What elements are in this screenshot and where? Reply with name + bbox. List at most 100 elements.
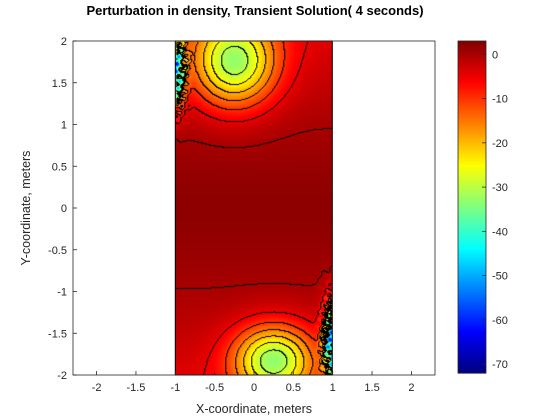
colorbar-swatch — [458, 139, 486, 142]
colorbar-swatch — [458, 265, 486, 268]
colorbar-swatch — [458, 285, 486, 288]
colorbar-swatch — [458, 237, 486, 240]
colorbar-swatch — [458, 107, 486, 110]
colorbar-swatch — [458, 189, 486, 192]
y-axis-label: Y-coordinate, meters — [19, 151, 33, 266]
y-tick-label: 1 — [61, 120, 67, 132]
colorbar-swatch — [458, 337, 486, 340]
colorbar-swatch — [458, 91, 486, 94]
colorbar-swatch — [458, 241, 486, 244]
colorbar-swatch — [458, 271, 486, 274]
colorbar-swatch — [458, 259, 486, 262]
colorbar-swatch — [458, 307, 486, 310]
colorbar-swatch — [458, 83, 486, 86]
colorbar-tick-label: -10 — [492, 94, 508, 106]
colorbar-swatch — [458, 97, 486, 100]
colorbar-gradient — [458, 41, 486, 374]
colorbar-swatch — [458, 359, 486, 362]
colorbar-swatch — [458, 335, 486, 338]
colorbar-swatch — [458, 103, 486, 106]
colorbar-swatch — [458, 191, 486, 194]
chart-title: Perturbation in density, Transient Solut… — [86, 3, 423, 18]
colorbar-swatch — [458, 235, 486, 238]
colorbar-swatch — [458, 315, 486, 318]
colorbar-swatch — [458, 53, 486, 56]
colorbar-swatch — [458, 333, 486, 336]
x-tick-label: -2 — [92, 382, 102, 394]
colorbar-swatch — [458, 253, 486, 256]
colorbar-swatch — [458, 121, 486, 124]
colorbar-swatch — [458, 117, 486, 120]
colorbar-swatch — [458, 371, 486, 374]
colorbar-swatch — [458, 303, 486, 306]
colorbar-swatch — [458, 215, 486, 218]
colorbar-swatch — [458, 77, 486, 80]
x-tick-label: 1.5 — [364, 382, 379, 394]
colorbar-swatch — [458, 115, 486, 118]
colorbar-swatch — [458, 327, 486, 330]
colorbar-swatch — [458, 173, 486, 176]
y-tick-label: -0.5 — [48, 245, 67, 257]
colorbar-swatch — [458, 157, 486, 160]
colorbar-tick-label: -30 — [492, 182, 508, 194]
colorbar-swatch — [458, 273, 486, 276]
colorbar-swatch — [458, 129, 486, 132]
colorbar-swatch — [458, 145, 486, 148]
colorbar-swatch — [458, 85, 486, 88]
colorbar-swatch — [458, 255, 486, 258]
colorbar-swatch — [458, 165, 486, 168]
colorbar-swatch — [458, 75, 486, 78]
colorbar-swatch — [458, 199, 486, 202]
colorbar-swatch — [458, 125, 486, 128]
colorbar-swatch — [458, 319, 486, 322]
colorbar-swatch — [458, 147, 486, 150]
colorbar-swatch — [458, 109, 486, 112]
x-tick-label: 0 — [251, 382, 257, 394]
colorbar-swatch — [458, 155, 486, 158]
colorbar-swatch — [458, 209, 486, 212]
colorbar-swatch — [458, 67, 486, 70]
colorbar-swatch — [458, 57, 486, 60]
x-axis-label: X-coordinate, meters — [196, 402, 312, 416]
colorbar-swatch — [458, 345, 486, 348]
colorbar-swatch — [458, 275, 486, 278]
colorbar-swatch — [458, 123, 486, 126]
colorbar-swatch — [458, 239, 486, 242]
colorbar-swatch — [458, 169, 486, 172]
colorbar-swatch — [458, 325, 486, 328]
colorbar-swatch — [458, 301, 486, 304]
colorbar-swatch — [458, 299, 486, 302]
colorbar-swatch — [458, 63, 486, 66]
colorbar-swatch — [458, 119, 486, 122]
y-tick-label: -2 — [57, 370, 67, 382]
y-tick-label: 1.5 — [52, 78, 67, 90]
colorbar-swatch — [458, 213, 486, 216]
colorbar-swatch — [458, 133, 486, 136]
colorbar-swatch — [458, 135, 486, 138]
colorbar-swatch — [458, 143, 486, 146]
x-axis-ticks: -2 -1.5 -1 -0.5 0 0.5 1 1.5 2 — [92, 371, 414, 394]
colorbar-swatch — [458, 163, 486, 166]
colorbar-swatch — [458, 79, 486, 82]
colorbar-swatch — [458, 89, 486, 92]
colorbar-swatch — [458, 73, 486, 76]
colorbar-swatch — [458, 297, 486, 300]
colorbar-swatch — [458, 317, 486, 320]
colorbar-swatch — [458, 231, 486, 234]
colorbar-swatch — [458, 229, 486, 232]
colorbar-swatch — [458, 305, 486, 308]
colorbar-swatch — [458, 351, 486, 354]
colorbar-swatch — [458, 99, 486, 102]
colorbar-tick-label: -20 — [492, 138, 508, 150]
colorbar-swatch — [458, 281, 486, 284]
colorbar-swatch — [458, 219, 486, 222]
colorbar-swatch — [458, 369, 486, 372]
colorbar-swatch — [458, 193, 486, 196]
colorbar-swatch — [458, 355, 486, 358]
colorbar-swatch — [458, 349, 486, 352]
colorbar-tick-label: -40 — [492, 226, 508, 238]
colorbar-swatch — [458, 323, 486, 326]
colorbar-swatch — [458, 343, 486, 346]
colorbar-swatch — [458, 211, 486, 214]
